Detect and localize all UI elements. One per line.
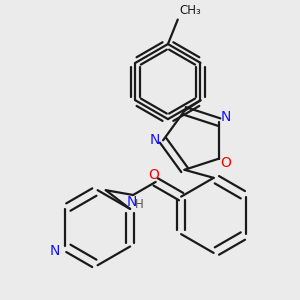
Text: CH₃: CH₃ <box>179 4 201 17</box>
Text: N: N <box>50 244 60 258</box>
Text: N: N <box>126 195 136 209</box>
Text: O: O <box>220 156 231 170</box>
Text: H: H <box>135 198 143 211</box>
Text: N: N <box>220 110 231 124</box>
Text: N: N <box>150 133 160 147</box>
Text: O: O <box>148 168 160 182</box>
